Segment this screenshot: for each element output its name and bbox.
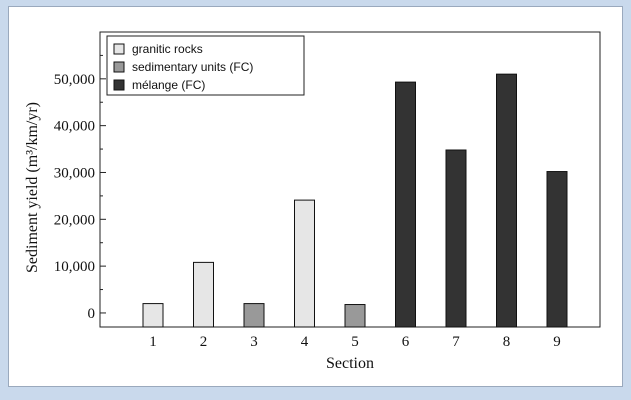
- x-tick-label: 6: [402, 334, 410, 350]
- legend-swatch: [113, 61, 125, 73]
- x-tick-label: 4: [301, 334, 309, 350]
- legend-label: mélange (FC): [132, 78, 205, 92]
- chart-frame: 0 10,000 20,000 30,000 40,000 50,000 1 2 3 4 5 6 7 8…: [8, 6, 623, 387]
- y-tick-label: 0: [88, 306, 96, 322]
- bars: [142, 73, 568, 328]
- y-tick-label: 10,000: [54, 259, 95, 275]
- legend-label: sedimentary units (FC): [132, 60, 253, 74]
- x-tick-label: 5: [351, 334, 359, 350]
- x-tick-label: 2: [200, 334, 208, 350]
- bar: [243, 303, 265, 328]
- legend-label: granitic rocks: [132, 42, 203, 56]
- bar: [496, 73, 517, 328]
- x-tick-label: 1: [149, 334, 157, 350]
- bar: [344, 304, 366, 328]
- x-tick-label: 8: [503, 334, 511, 350]
- bar: [142, 303, 164, 328]
- y-tick-label: 30,000: [54, 165, 95, 181]
- y-tick-label: 40,000: [54, 119, 95, 135]
- bar: [294, 199, 315, 328]
- x-tick-label: 3: [250, 334, 258, 350]
- legend-box: [106, 35, 305, 96]
- y-tick-label: 50,000: [54, 72, 95, 88]
- bar: [546, 171, 568, 328]
- y-axis-title: Sediment yield (m³/km/yr): [24, 102, 41, 273]
- y-axis: 0 10,000 20,000 30,000 40,000 50,000: [54, 54, 106, 322]
- bar: [395, 81, 416, 328]
- legend-swatch: [113, 79, 125, 91]
- bar: [193, 261, 214, 328]
- x-tick-label: 7: [452, 334, 460, 350]
- x-tick-label: 9: [553, 334, 561, 350]
- legend-swatch: [113, 43, 125, 55]
- bar: [445, 149, 467, 328]
- x-axis-title: Section: [326, 355, 374, 372]
- y-tick-label: 20,000: [54, 212, 95, 228]
- legend: granitic rocks sedimentary units (FC) méla…: [106, 35, 305, 96]
- bar-chart: 0 10,000 20,000 30,000 40,000 50,000 1 2 3 4 5 6 7 8…: [24, 31, 601, 372]
